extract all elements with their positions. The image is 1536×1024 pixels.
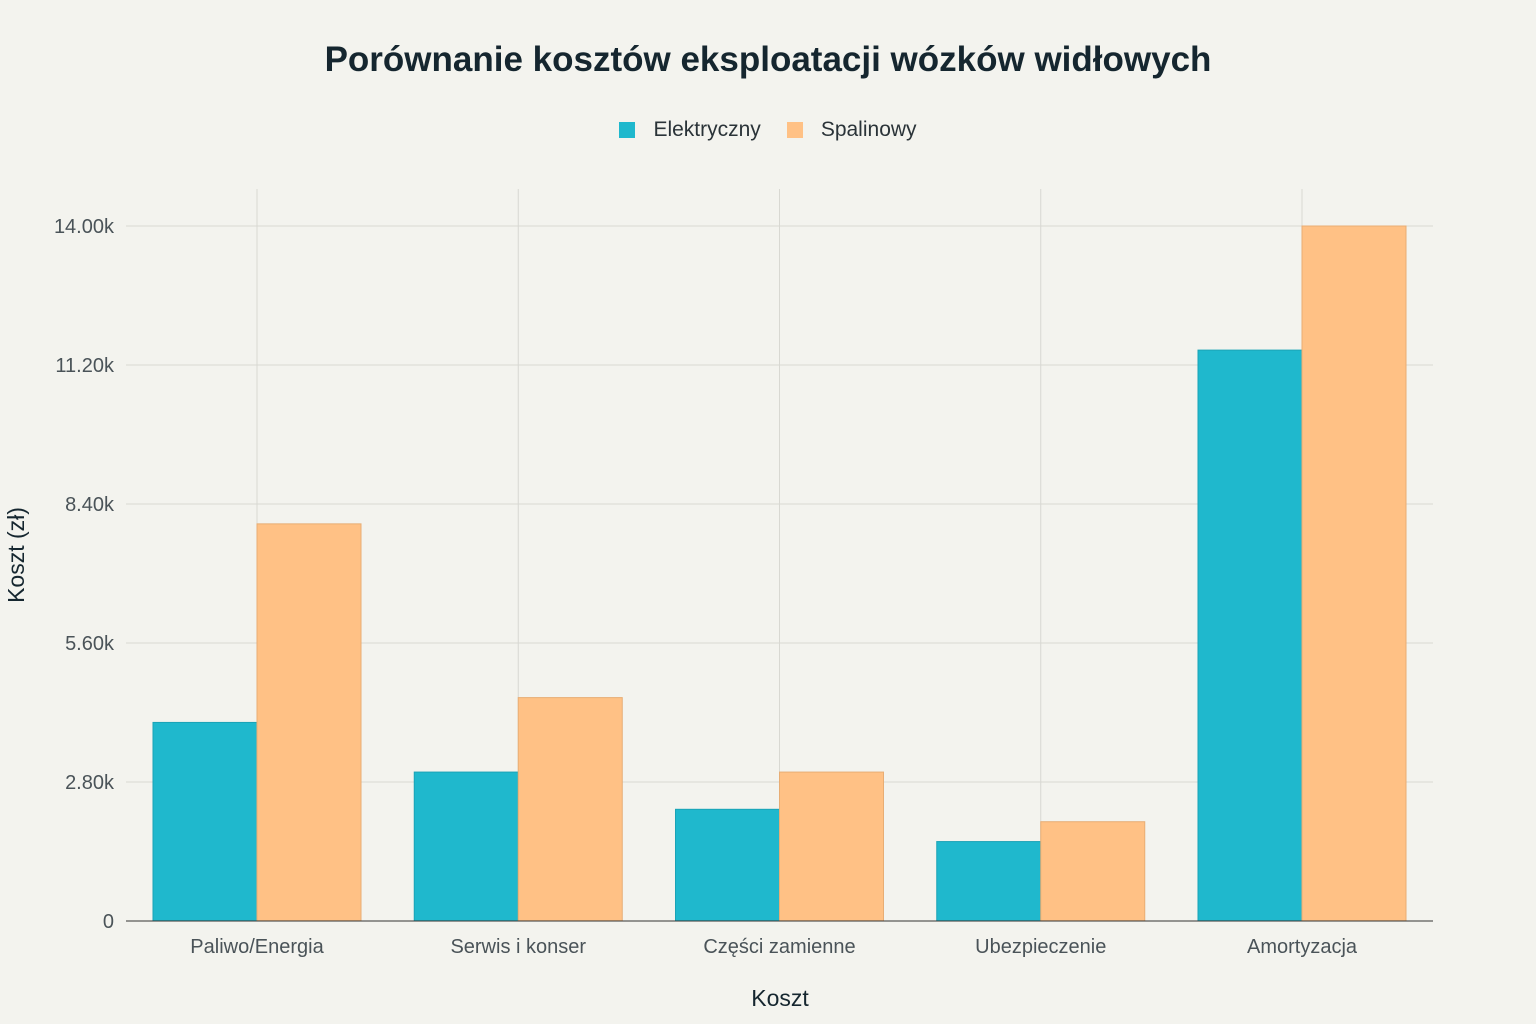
legend-item-spalinowy[interactable]: Spalinowy (786, 118, 917, 142)
bar-elektryczny[interactable] (936, 841, 1042, 922)
y-tick-label: 14.00k (54, 216, 115, 238)
y-tick-label: 8.40k (65, 494, 115, 516)
legend-label: Spalinowy (820, 118, 917, 141)
bar-spalinowy[interactable] (256, 523, 362, 922)
legend-swatch (619, 122, 636, 138)
bar-elektryczny[interactable] (675, 808, 780, 922)
bar-spalinowy[interactable] (779, 771, 884, 922)
y-axis-title: Koszt (zł) (3, 507, 29, 603)
y-tick-label: 2.80k (65, 772, 115, 794)
x-tick-label: Amortyzacja (1247, 936, 1358, 958)
legend: Elektryczny Spalinowy (0, 118, 1536, 142)
chart-title: Porównanie kosztów eksploatacji wózków w… (324, 40, 1212, 79)
x-tick-label: Części zamienne (703, 936, 855, 958)
bar-elektryczny[interactable] (413, 771, 519, 922)
x-axis-title: Koszt (751, 985, 809, 1011)
legend-label: Elektryczny (653, 118, 761, 141)
bar-spalinowy[interactable] (1301, 225, 1407, 922)
x-tick-label: Paliwo/Energia (190, 936, 324, 958)
legend-item-elektryczny[interactable]: Elektryczny (619, 118, 761, 142)
y-tick-label: 11.20k (55, 355, 115, 377)
y-axis: 0 2.80k 5.60k 8.40k 11.20k 14.00k (54, 216, 115, 933)
x-tick-label: Serwis i konser (450, 936, 586, 958)
legend-swatch (786, 122, 803, 138)
x-tick-label: Ubezpieczenie (975, 936, 1106, 958)
y-tick-label: 0 (103, 911, 114, 933)
x-axis: Paliwo/Energia Serwis i konser Części zami… (190, 936, 1358, 958)
bars (152, 225, 1407, 922)
bar-elektryczny[interactable] (152, 721, 258, 922)
bar-spalinowy[interactable] (1040, 821, 1146, 922)
bar-elektryczny[interactable] (1197, 349, 1303, 922)
y-tick-label: 5.60k (65, 633, 115, 655)
bar-spalinowy[interactable] (517, 697, 623, 922)
